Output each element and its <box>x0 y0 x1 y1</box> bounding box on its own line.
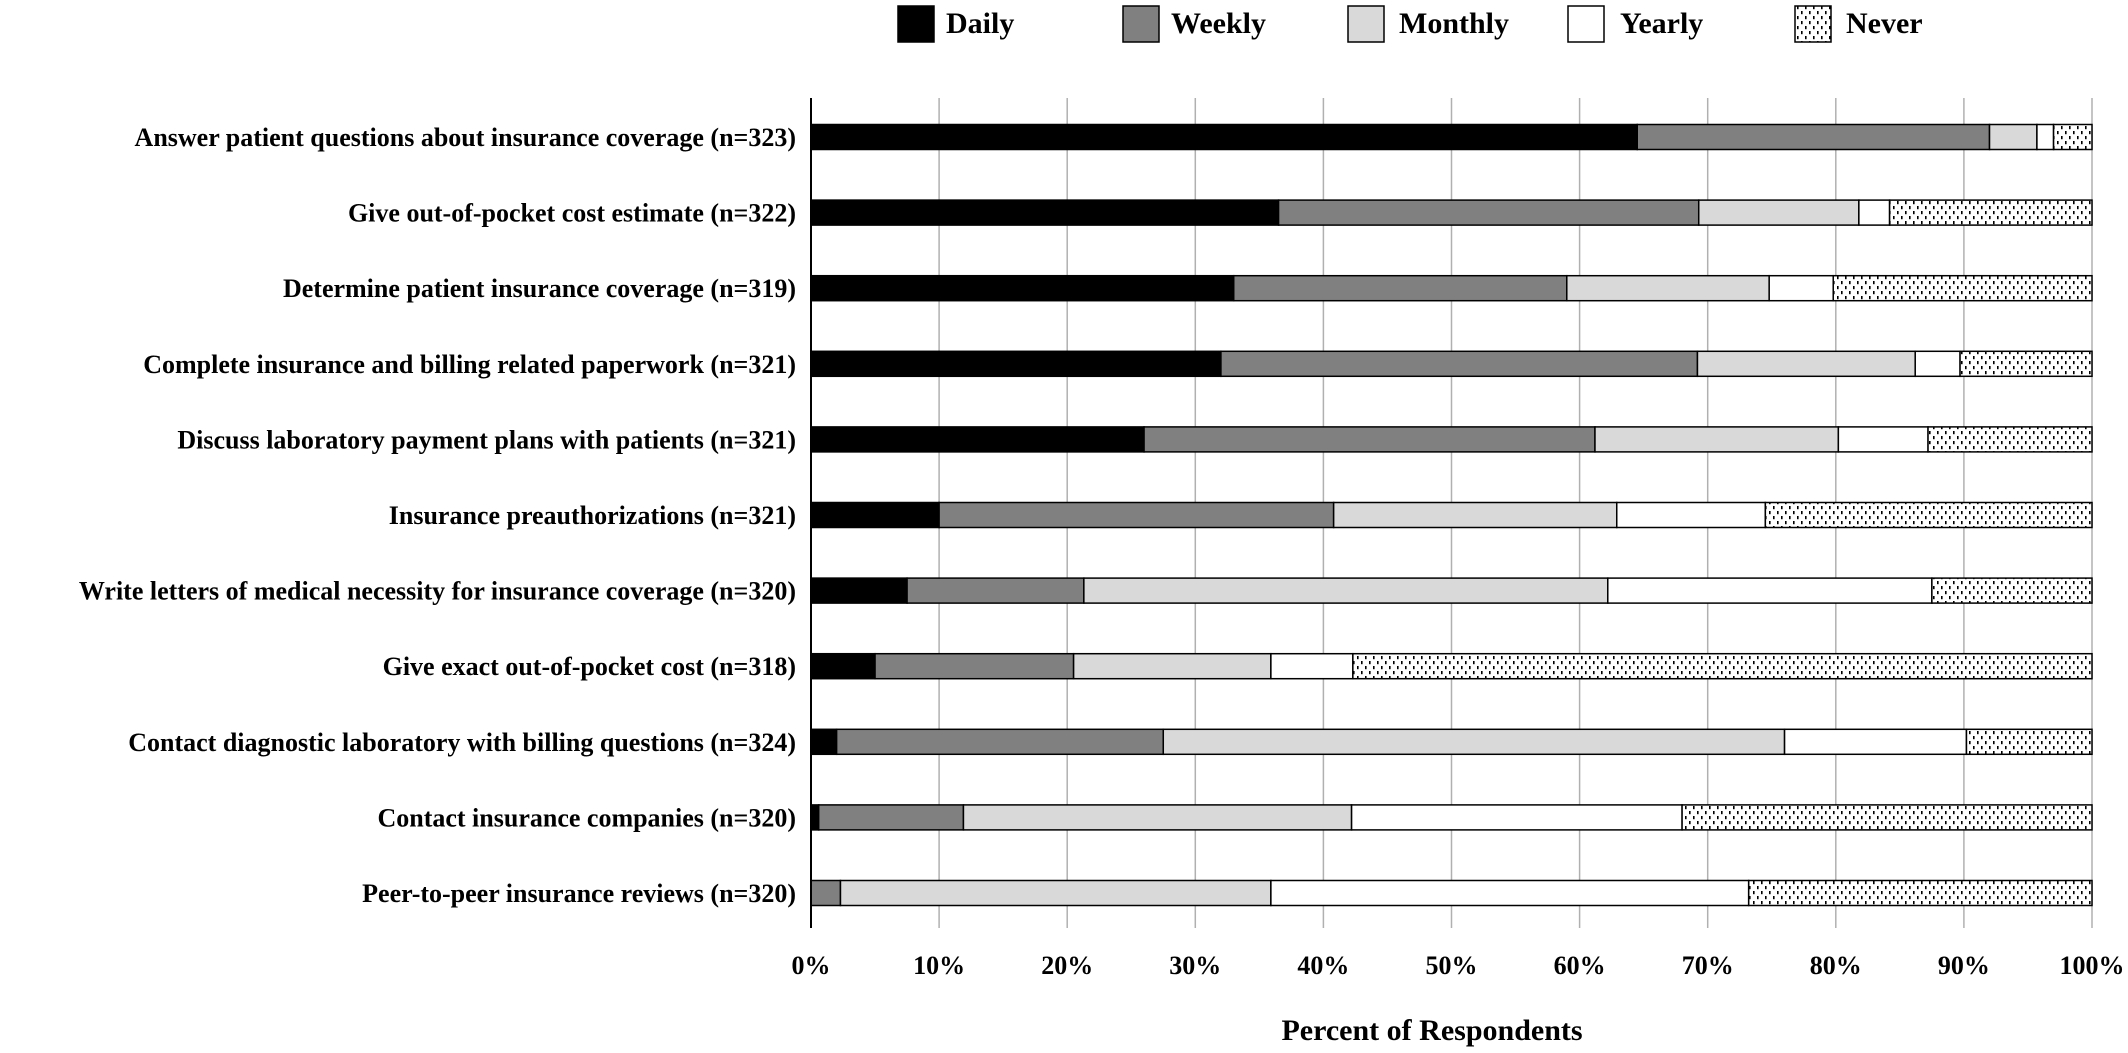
category-label: Contact diagnostic laboratory with billi… <box>128 728 796 757</box>
legend-label-never: Never <box>1846 7 1923 40</box>
category-label: Insurance preauthorizations (n=321) <box>389 501 796 530</box>
bar-segment-monthly <box>1072 652 1272 680</box>
bar-segment-never <box>1764 501 2093 529</box>
category-label: Determine patient insurance coverage (n=… <box>283 274 796 303</box>
bar-segment-never <box>1931 577 2093 604</box>
bar-segment-yearly <box>1914 350 1961 378</box>
bar-segment-daily <box>810 123 1638 151</box>
legend: Daily Weekly Monthly Yearly Never <box>897 5 1923 43</box>
bars <box>810 123 2093 907</box>
x-tick-label: 100% <box>2060 951 2125 980</box>
bar-segment-monthly <box>1697 199 1860 226</box>
bar-segment-weekly <box>1220 350 1699 378</box>
bar-segment-never <box>1959 350 2093 378</box>
bar-segment-weekly <box>1232 274 1568 302</box>
legend-label-daily: Daily <box>946 7 1014 40</box>
bar-segment-never <box>1747 879 2093 907</box>
category-label: Give exact out-of-pocket cost (n=318) <box>383 652 796 681</box>
bar-segment-weekly <box>810 879 842 907</box>
bar-segment-daily <box>810 652 876 680</box>
x-tick-label: 40% <box>1297 951 1349 980</box>
bar-segment-monthly <box>962 804 1353 831</box>
bar-segment-daily <box>810 577 908 604</box>
bar-segment-weekly <box>1143 426 1596 453</box>
bar-segment-monthly <box>1566 274 1770 302</box>
x-tick-label: 50% <box>1426 951 1478 980</box>
bar-segment-monthly <box>1332 501 1618 529</box>
legend-swatch-weekly <box>1122 5 1160 43</box>
legend-swatch-monthly <box>1347 5 1385 43</box>
category-label: Answer patient questions about insurance… <box>135 123 796 152</box>
bar-segment-yearly <box>1615 501 1767 529</box>
legend-label-weekly: Weekly <box>1171 7 1266 40</box>
tick-labels: 0% 10% 20% 30% 40% 50% 60% 70% 80% 90% 100% <box>792 951 2125 980</box>
bar-segment-yearly <box>1350 804 1683 831</box>
bar-segment-never <box>1927 426 2093 453</box>
bar-segment-daily <box>810 199 1280 226</box>
bar-segment-monthly <box>839 879 1272 907</box>
x-tick-label: 80% <box>1810 951 1862 980</box>
bar-segment-weekly <box>906 577 1085 604</box>
x-tick-label: 60% <box>1554 951 1606 980</box>
category-label: Peer-to-peer insurance reviews (n=320) <box>362 879 796 908</box>
x-tick-label: 10% <box>913 951 965 980</box>
bar-segment-weekly <box>874 652 1075 680</box>
bar-segment-daily <box>810 728 838 756</box>
bar-segment-weekly <box>938 501 1335 529</box>
category-label: Write letters of medical necessity for i… <box>79 577 796 606</box>
bar-segment-weekly <box>1636 123 1991 151</box>
bar-segment-weekly <box>1277 199 1700 226</box>
bar-segment-yearly <box>1858 199 1891 226</box>
legend-swatch-yearly <box>1567 5 1605 43</box>
bar-segment-yearly <box>1783 728 1968 756</box>
bar-segment-monthly <box>1988 123 2038 151</box>
bar-segment-monthly <box>1083 577 1609 604</box>
bar-segment-monthly <box>1162 728 1786 756</box>
legend-swatch-daily <box>897 5 935 43</box>
category-labels: Answer patient questions about insurance… <box>79 123 796 908</box>
legend-label-yearly: Yearly <box>1620 7 1703 40</box>
bar-segment-weekly <box>817 804 965 831</box>
x-tick-label: 90% <box>1938 951 1990 980</box>
bar-segment-monthly <box>1696 350 1916 378</box>
bar-segment-daily <box>810 350 1222 378</box>
bar-segment-yearly <box>2036 123 2055 151</box>
x-axis-title: Percent of Respondents <box>1281 1014 1582 1047</box>
bar-segment-yearly <box>1607 577 1933 604</box>
category-label: Give out-of-pocket cost estimate (n=322) <box>348 199 796 228</box>
bar-segment-never <box>1681 804 2093 831</box>
bar-segment-daily <box>810 274 1235 302</box>
bar-segment-never <box>2052 123 2093 151</box>
bar-segment-never <box>1965 728 2093 756</box>
category-label: Discuss laboratory payment plans with pa… <box>177 425 796 454</box>
legend-swatch-never <box>1794 5 1832 43</box>
category-label: Complete insurance and billing related p… <box>143 350 796 379</box>
bar-segment-never <box>1832 274 2093 302</box>
x-tick-label: 0% <box>792 951 831 980</box>
bar-segment-daily <box>810 501 940 529</box>
x-tick-label: 70% <box>1682 951 1734 980</box>
bar-segment-yearly <box>1270 879 1750 907</box>
bar-segment-yearly <box>1837 426 1929 453</box>
bar-segment-daily <box>810 426 1145 453</box>
bar-segment-monthly <box>1594 426 1840 453</box>
bar-segment-weekly <box>835 728 1165 756</box>
bar-segment-yearly <box>1768 274 1834 302</box>
x-tick-label: 20% <box>1041 951 1093 980</box>
bar-segment-never <box>1352 652 2093 680</box>
bar-segment-daily <box>810 804 820 831</box>
bar-segment-yearly <box>1270 652 1354 680</box>
legend-label-monthly: Monthly <box>1399 7 1509 40</box>
x-tick-label: 30% <box>1169 951 1221 980</box>
bar-segment-never <box>1888 199 2093 226</box>
category-label: Contact insurance companies (n=320) <box>377 803 796 832</box>
